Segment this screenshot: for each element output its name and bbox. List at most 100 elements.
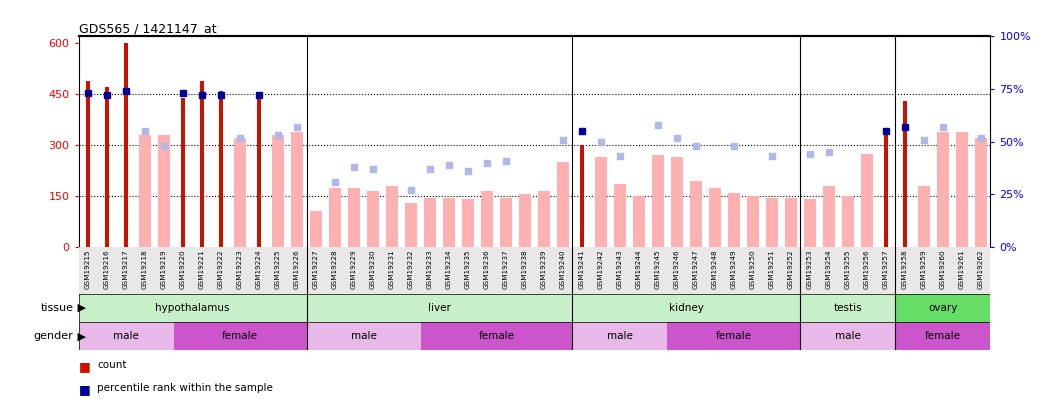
Text: GSM19230: GSM19230	[370, 249, 376, 289]
Bar	[801, 322, 895, 350]
Bar	[595, 157, 607, 247]
Text: GSM19248: GSM19248	[712, 249, 718, 289]
Text: GSM19242: GSM19242	[598, 249, 604, 289]
Text: female: female	[222, 331, 258, 341]
Text: GSM19249: GSM19249	[730, 249, 737, 289]
Bar	[861, 153, 873, 247]
Bar	[348, 188, 359, 247]
Text: tissue: tissue	[41, 303, 73, 313]
Text: GSM19255: GSM19255	[845, 249, 851, 289]
Bar	[652, 156, 663, 247]
Text: GSM19262: GSM19262	[978, 249, 984, 289]
Text: GSM19215: GSM19215	[85, 249, 91, 289]
Text: GSM19239: GSM19239	[541, 249, 547, 289]
Bar	[481, 191, 493, 247]
Text: male: male	[113, 331, 139, 341]
Bar	[883, 132, 888, 247]
Text: GSM19234: GSM19234	[446, 249, 452, 289]
Text: GSM19228: GSM19228	[332, 249, 339, 289]
Bar	[766, 198, 778, 247]
Bar	[728, 193, 740, 247]
Bar	[895, 322, 990, 350]
Text: testis: testis	[833, 303, 863, 313]
Text: male: male	[835, 331, 860, 341]
Text: GSM19222: GSM19222	[218, 249, 224, 289]
Text: GSM19244: GSM19244	[636, 249, 642, 289]
Bar	[257, 94, 261, 247]
Text: percentile rank within the sample: percentile rank within the sample	[97, 383, 274, 393]
Text: GSM19253: GSM19253	[807, 249, 813, 289]
Bar	[918, 186, 930, 247]
Bar	[79, 294, 306, 322]
Bar	[219, 91, 223, 247]
Bar	[235, 139, 245, 247]
Bar	[420, 322, 572, 350]
Bar	[306, 294, 572, 322]
Bar	[975, 139, 986, 247]
Text: GSM19217: GSM19217	[123, 249, 129, 289]
Bar	[443, 198, 455, 247]
Text: GSM19220: GSM19220	[180, 249, 187, 289]
Bar	[671, 157, 682, 247]
Bar	[747, 196, 759, 247]
Bar	[306, 322, 420, 350]
Text: ▶: ▶	[74, 303, 86, 313]
Text: GSM19233: GSM19233	[427, 249, 433, 289]
Text: male: male	[351, 331, 376, 341]
Bar	[902, 101, 907, 247]
Bar	[86, 81, 90, 247]
Bar	[801, 294, 895, 322]
Text: GSM19258: GSM19258	[902, 249, 908, 289]
Text: ■: ■	[79, 360, 90, 373]
Bar	[580, 145, 584, 247]
Text: ■: ■	[79, 383, 90, 396]
Bar	[387, 186, 397, 247]
Text: GSM19260: GSM19260	[940, 249, 946, 289]
Text: GSM19261: GSM19261	[959, 249, 965, 289]
Bar	[804, 200, 815, 247]
Text: GSM19226: GSM19226	[294, 249, 300, 289]
Bar	[668, 322, 801, 350]
Text: GSM19227: GSM19227	[313, 249, 319, 289]
Text: liver: liver	[428, 303, 451, 313]
Text: ovary: ovary	[929, 303, 958, 313]
Text: GSM19251: GSM19251	[769, 249, 774, 289]
Bar	[785, 198, 796, 247]
Text: GSM19257: GSM19257	[882, 249, 889, 289]
Bar	[424, 198, 436, 247]
Text: GSM19256: GSM19256	[864, 249, 870, 289]
Bar	[181, 98, 185, 247]
Text: GSM19247: GSM19247	[693, 249, 699, 289]
Text: GSM19240: GSM19240	[560, 249, 566, 289]
Text: GSM19241: GSM19241	[578, 249, 585, 289]
Bar	[158, 135, 170, 247]
Text: kidney: kidney	[669, 303, 704, 313]
Text: female: female	[479, 331, 515, 341]
Bar	[462, 200, 474, 247]
Bar	[124, 43, 128, 247]
Bar	[105, 87, 109, 247]
Bar	[139, 135, 151, 247]
Text: GSM19229: GSM19229	[351, 249, 357, 289]
Bar	[843, 196, 853, 247]
Text: GSM19246: GSM19246	[674, 249, 680, 289]
Text: GSM19243: GSM19243	[617, 249, 623, 289]
Text: GSM19238: GSM19238	[522, 249, 528, 289]
Bar	[572, 294, 801, 322]
Bar	[329, 188, 341, 247]
Bar	[291, 132, 303, 247]
Text: ▶: ▶	[74, 331, 86, 341]
Text: GSM19252: GSM19252	[788, 249, 794, 289]
Text: GDS565 / 1421147_at: GDS565 / 1421147_at	[79, 22, 216, 35]
Text: GSM19216: GSM19216	[104, 249, 110, 289]
Text: GSM19224: GSM19224	[256, 249, 262, 289]
Bar	[519, 194, 530, 247]
Bar	[937, 132, 948, 247]
Bar	[539, 191, 549, 247]
Bar	[500, 198, 511, 247]
Bar	[406, 203, 417, 247]
Text: GSM19236: GSM19236	[484, 249, 490, 289]
Text: GSM19219: GSM19219	[161, 249, 167, 289]
Text: GSM19232: GSM19232	[408, 249, 414, 289]
Text: hypothalamus: hypothalamus	[155, 303, 230, 313]
